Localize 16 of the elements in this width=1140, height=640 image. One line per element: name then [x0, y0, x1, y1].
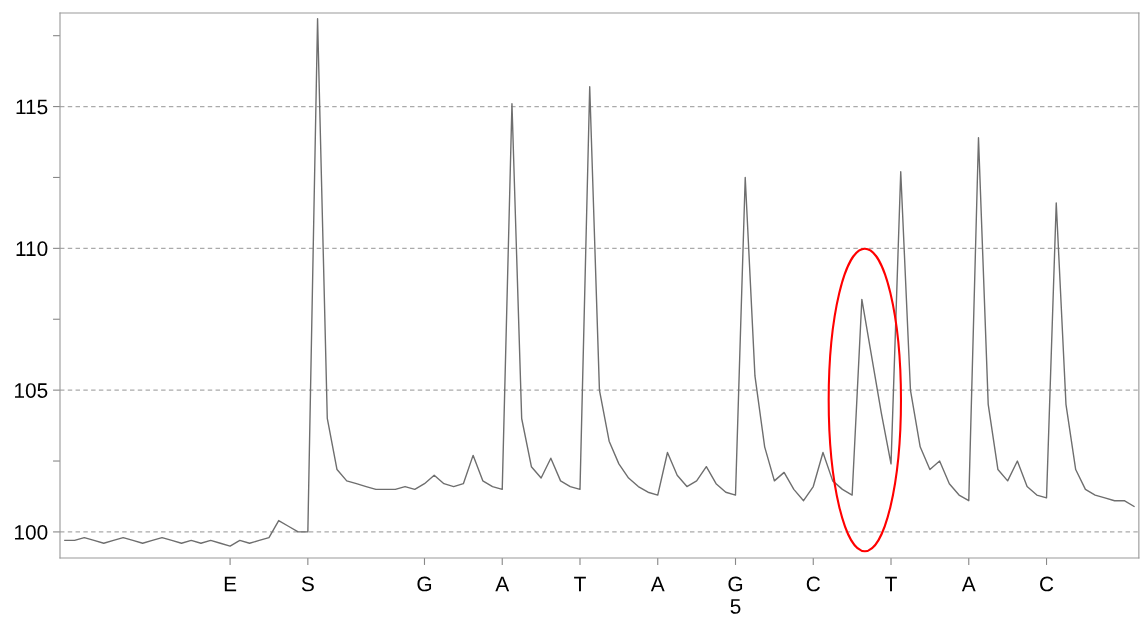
y-tick-label: 100 — [15, 524, 48, 540]
x-tick-label: G 5 — [728, 576, 743, 614]
x-tick-label: C — [1040, 576, 1054, 592]
x-tick-label: A — [650, 576, 665, 592]
y-tick-label: 105 — [15, 383, 48, 398]
x-tick-label: T — [885, 576, 897, 592]
x-tick-label: A — [495, 576, 510, 592]
x-tick-label: S — [301, 576, 314, 592]
x-tick-label: A — [961, 576, 976, 592]
x-tick-label: G — [417, 576, 432, 592]
line-series — [64, 17, 1135, 547]
x-tick-label: E — [224, 576, 237, 592]
y-tick-label: 115 — [16, 99, 48, 115]
x-tick-label: C — [806, 576, 820, 592]
y-tick-label: 110 — [16, 241, 48, 257]
x-tick-label: T — [574, 576, 586, 592]
